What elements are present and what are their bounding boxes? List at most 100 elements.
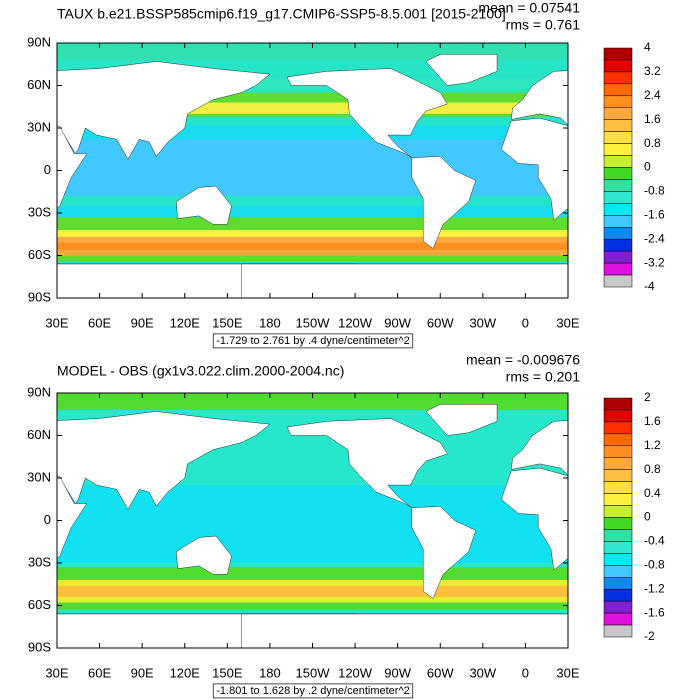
lon-label: 90E xyxy=(131,665,154,680)
colorbar-box xyxy=(603,588,633,602)
colorbar-box xyxy=(603,227,633,240)
colorbar-label: -0.8 xyxy=(644,557,665,571)
land xyxy=(510,70,568,126)
panel-title: MODEL - OBS (gx1v3.022.clim.2000-2004.nc… xyxy=(57,363,344,379)
map xyxy=(57,43,568,298)
lat-label: 30N xyxy=(27,469,51,484)
colorbar-box xyxy=(603,505,633,518)
lat-label: 30N xyxy=(27,119,51,134)
colorbar-box xyxy=(603,59,633,73)
colorbar-label: 1.2 xyxy=(644,438,661,452)
contour-info: -1.801 to 1.628 by .2 dyne/centimeter^2 xyxy=(216,685,410,697)
lon-label: 90E xyxy=(131,315,154,330)
colorbar-box xyxy=(603,191,633,204)
colorbar-label: -1.2 xyxy=(644,581,665,595)
land xyxy=(286,418,448,508)
lat-label: 90S xyxy=(28,289,51,304)
lat-label: 90S xyxy=(28,639,51,654)
lon-label: 30E xyxy=(556,315,579,330)
land xyxy=(241,263,568,298)
lon-label: 150E xyxy=(212,665,243,680)
mean-label: mean = 0.07541 xyxy=(478,0,580,16)
colorbar-box xyxy=(603,107,633,120)
colorbar-label: 0 xyxy=(644,160,651,174)
lon-label: 30W xyxy=(469,315,496,330)
land xyxy=(286,68,448,158)
lon-label: 60W xyxy=(427,665,454,680)
colorbar-box xyxy=(603,541,633,554)
lat-label: 60S xyxy=(28,597,51,612)
land xyxy=(57,475,88,559)
field-band xyxy=(57,602,568,610)
lon-label: 150E xyxy=(212,315,243,330)
panel-title: TAUX b.e21.BSSP585cmip6.f19_g17.CMIP6-SS… xyxy=(57,6,506,22)
lon-label: 60E xyxy=(88,665,111,680)
info-box xyxy=(212,333,414,349)
lat-label: 60N xyxy=(27,77,51,92)
colorbar-label: -2.4 xyxy=(644,231,665,245)
colorbar-box xyxy=(603,238,633,252)
colorbar-box xyxy=(603,203,633,216)
colorbar-label: -0.4 xyxy=(644,534,665,548)
lat-label: 60N xyxy=(27,427,51,442)
lat-label: 90N xyxy=(27,384,51,399)
field-band xyxy=(57,585,568,597)
lon-label: 60W xyxy=(427,315,454,330)
colorbar-label: -1.6 xyxy=(644,605,665,619)
lat-label: 60S xyxy=(28,247,51,262)
colorbar-box xyxy=(603,493,633,506)
colorbar-box xyxy=(603,624,633,638)
colorbar-box xyxy=(603,529,633,542)
colorbar-box xyxy=(603,433,633,447)
rms-label: rms = 0.761 xyxy=(506,17,581,33)
colorbar-label: 0.8 xyxy=(644,136,661,150)
lon-label: 120W xyxy=(338,665,373,680)
colorbar-box xyxy=(603,215,633,228)
lon-label: 0 xyxy=(522,315,529,330)
colorbar-label: 4 xyxy=(644,40,651,54)
colorbar-box xyxy=(603,445,633,458)
colorbar-box xyxy=(603,71,633,85)
colorbar-label: -0.8 xyxy=(644,184,665,198)
lon-label: 90W xyxy=(384,315,411,330)
land xyxy=(501,467,568,571)
colorbar-box xyxy=(603,167,633,180)
panel: TAUX b.e21.BSSP585cmip6.f19_g17.CMIP6-SS… xyxy=(27,0,665,349)
lat-label: 30S xyxy=(28,204,51,219)
colorbar-label: -1.6 xyxy=(644,207,665,221)
colorbar-label: 1.6 xyxy=(644,414,661,428)
colorbar-box xyxy=(603,469,633,482)
land xyxy=(241,613,568,648)
colorbar-box xyxy=(603,409,633,423)
field-band xyxy=(57,567,568,580)
land xyxy=(510,420,568,476)
colorbar-label: 2.4 xyxy=(644,88,661,102)
field-band xyxy=(57,255,568,262)
colorbar-label: 3.2 xyxy=(644,64,661,78)
lon-label: 180 xyxy=(259,315,281,330)
colorbar-box xyxy=(603,517,633,530)
colorbar-label: -3.2 xyxy=(644,255,665,269)
land xyxy=(411,156,476,249)
map xyxy=(57,393,568,648)
lon-label: 120E xyxy=(170,315,201,330)
colorbar-box xyxy=(603,250,633,264)
colorbar-box xyxy=(603,577,633,590)
colorbar-label: 0 xyxy=(644,510,651,524)
lon-label: 180 xyxy=(259,665,281,680)
land xyxy=(176,185,232,225)
colorbar-box xyxy=(603,179,633,192)
lat-label: 0 xyxy=(44,512,51,527)
land xyxy=(57,411,271,510)
colorbar-box xyxy=(603,119,633,132)
field-band xyxy=(57,102,568,114)
field-band xyxy=(57,205,568,218)
colorbar-label: 0.4 xyxy=(644,486,661,500)
info-box xyxy=(212,683,414,699)
lon-label: 120E xyxy=(170,665,201,680)
panel: MODEL - OBS (gx1v3.022.clim.2000-2004.nc… xyxy=(27,352,665,699)
rms-label: rms = 0.201 xyxy=(506,369,581,385)
lon-label: 120W xyxy=(338,315,373,330)
field-band xyxy=(57,242,568,250)
